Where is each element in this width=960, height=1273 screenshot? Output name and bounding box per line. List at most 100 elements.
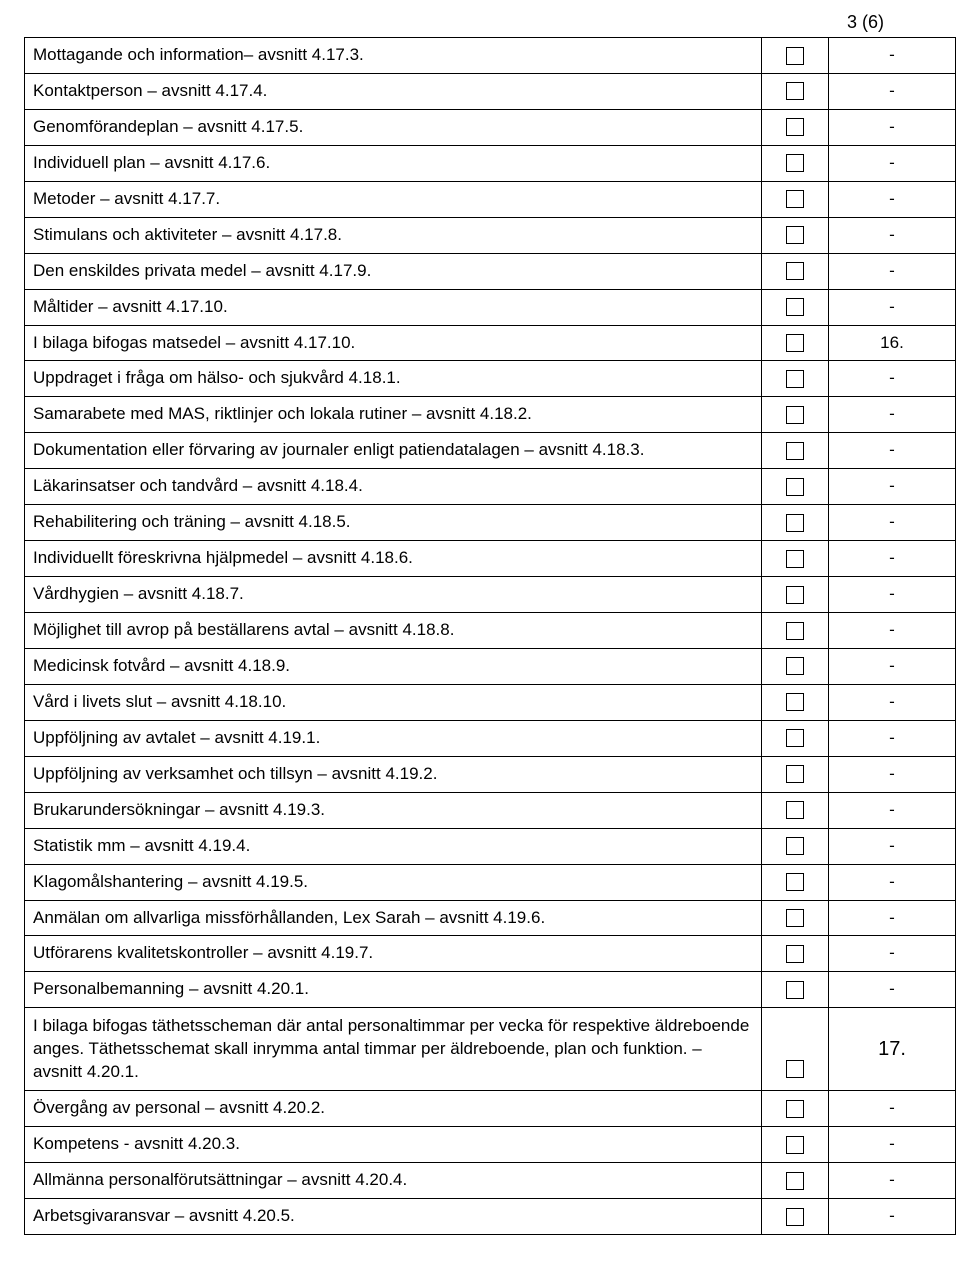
table-row: Samarabete med MAS, riktlinjer och lokal…	[25, 397, 956, 433]
row-label: Möjlighet till avrop på beställarens avt…	[25, 613, 762, 649]
table-row: Den enskildes privata medel – avsnitt 4.…	[25, 253, 956, 289]
table-row: Statistik mm – avsnitt 4.19.4.-	[25, 828, 956, 864]
row-value: -	[829, 1091, 956, 1127]
table-row: Kompetens - avsnitt 4.20.3.-	[25, 1127, 956, 1163]
checkbox-icon[interactable]	[786, 82, 804, 100]
row-value: -	[829, 684, 956, 720]
row-label: Individuellt föreskrivna hjälpmedel – av…	[25, 541, 762, 577]
row-label: Den enskildes privata medel – avsnitt 4.…	[25, 253, 762, 289]
table-row: Måltider – avsnitt 4.17.10. -	[25, 289, 956, 325]
checkbox-icon[interactable]	[786, 298, 804, 316]
page-number: 3 (6)	[24, 12, 936, 33]
row-checkbox-cell	[762, 828, 829, 864]
checkbox-icon[interactable]	[786, 1060, 804, 1078]
row-label: Vårdhygien – avsnitt 4.18.7.	[25, 577, 762, 613]
checkbox-icon[interactable]	[786, 154, 804, 172]
table-row: Uppföljning av avtalet – avsnitt 4.19.1.…	[25, 720, 956, 756]
checkbox-icon[interactable]	[786, 478, 804, 496]
form-table: Mottagande och information– avsnitt 4.17…	[24, 37, 956, 1235]
row-checkbox-cell	[762, 541, 829, 577]
table-row: Stimulans och aktiviteter – avsnitt 4.17…	[25, 217, 956, 253]
row-checkbox-cell	[762, 792, 829, 828]
row-value: -	[829, 109, 956, 145]
row-value: -	[829, 397, 956, 433]
row-checkbox-cell	[762, 1127, 829, 1163]
row-checkbox-cell	[762, 217, 829, 253]
checkbox-icon[interactable]	[786, 801, 804, 819]
checkbox-icon[interactable]	[786, 693, 804, 711]
row-label: Vård i livets slut – avsnitt 4.18.10.	[25, 684, 762, 720]
row-label: Mottagande och information– avsnitt 4.17…	[25, 38, 762, 74]
table-row: Övergång av personal – avsnitt 4.20.2. -	[25, 1091, 956, 1127]
row-value: -	[829, 361, 956, 397]
row-value: -	[829, 613, 956, 649]
checkbox-icon[interactable]	[786, 47, 804, 65]
row-checkbox-cell	[762, 756, 829, 792]
row-value: -	[829, 145, 956, 181]
row-label: Måltider – avsnitt 4.17.10.	[25, 289, 762, 325]
checkbox-icon[interactable]	[786, 1208, 804, 1226]
table-row: Genomförandeplan – avsnitt 4.17.5.-	[25, 109, 956, 145]
checkbox-icon[interactable]	[786, 334, 804, 352]
checkbox-icon[interactable]	[786, 765, 804, 783]
checkbox-icon[interactable]	[786, 226, 804, 244]
row-label: Anmälan om allvarliga missförhållanden, …	[25, 900, 762, 936]
checkbox-icon[interactable]	[786, 586, 804, 604]
checkbox-icon[interactable]	[786, 550, 804, 568]
row-value: -	[829, 469, 956, 505]
table-row: Möjlighet till avrop på beställarens avt…	[25, 613, 956, 649]
row-label: Kontaktperson – avsnitt 4.17.4.	[25, 73, 762, 109]
checkbox-icon[interactable]	[786, 981, 804, 999]
row-checkbox-cell	[762, 145, 829, 181]
row-checkbox-cell	[762, 361, 829, 397]
checkbox-icon[interactable]	[786, 442, 804, 460]
table-row: Utförarens kvalitetskontroller – avsnitt…	[25, 936, 956, 972]
row-checkbox-cell	[762, 936, 829, 972]
table-row: Rehabilitering och träning – avsnitt 4.1…	[25, 505, 956, 541]
row-checkbox-cell	[762, 397, 829, 433]
checkbox-icon[interactable]	[786, 1136, 804, 1154]
checkbox-icon[interactable]	[786, 729, 804, 747]
checkbox-icon[interactable]	[786, 657, 804, 675]
row-value: 17.	[829, 1008, 956, 1091]
row-label: Uppföljning av verksamhet och tillsyn – …	[25, 756, 762, 792]
row-checkbox-cell	[762, 433, 829, 469]
table-row: Individuell plan – avsnitt 4.17.6.-	[25, 145, 956, 181]
checkbox-icon[interactable]	[786, 118, 804, 136]
table-row: I bilaga bifogas täthetsscheman där anta…	[25, 1008, 956, 1091]
table-row: Mottagande och information– avsnitt 4.17…	[25, 38, 956, 74]
table-row: Kontaktperson – avsnitt 4.17.4. -	[25, 73, 956, 109]
row-value: -	[829, 720, 956, 756]
table-row: Metoder – avsnitt 4.17.7.-	[25, 181, 956, 217]
row-value: -	[829, 1199, 956, 1235]
row-value: -	[829, 756, 956, 792]
row-value: -	[829, 73, 956, 109]
checkbox-icon[interactable]	[786, 1100, 804, 1118]
row-label: Övergång av personal – avsnitt 4.20.2.	[25, 1091, 762, 1127]
checkbox-icon[interactable]	[786, 370, 804, 388]
row-label: Stimulans och aktiviteter – avsnitt 4.17…	[25, 217, 762, 253]
checkbox-icon[interactable]	[786, 1172, 804, 1190]
row-checkbox-cell	[762, 505, 829, 541]
checkbox-icon[interactable]	[786, 190, 804, 208]
checkbox-icon[interactable]	[786, 909, 804, 927]
row-value: -	[829, 541, 956, 577]
row-checkbox-cell	[762, 648, 829, 684]
row-checkbox-cell	[762, 325, 829, 361]
row-value: -	[829, 900, 956, 936]
row-label: Medicinsk fotvård – avsnitt 4.18.9.	[25, 648, 762, 684]
table-row: I bilaga bifogas matsedel – avsnitt 4.17…	[25, 325, 956, 361]
checkbox-icon[interactable]	[786, 622, 804, 640]
row-label: Läkarinsatser och tandvård – avsnitt 4.1…	[25, 469, 762, 505]
checkbox-icon[interactable]	[786, 406, 804, 424]
checkbox-icon[interactable]	[786, 514, 804, 532]
table-row: Brukarundersökningar – avsnitt 4.19.3.-	[25, 792, 956, 828]
table-row: Medicinsk fotvård – avsnitt 4.18.9.-	[25, 648, 956, 684]
checkbox-icon[interactable]	[786, 945, 804, 963]
checkbox-icon[interactable]	[786, 873, 804, 891]
row-label: Samarabete med MAS, riktlinjer och lokal…	[25, 397, 762, 433]
row-value: -	[829, 289, 956, 325]
checkbox-icon[interactable]	[786, 837, 804, 855]
row-label: Kompetens - avsnitt 4.20.3.	[25, 1127, 762, 1163]
checkbox-icon[interactable]	[786, 262, 804, 280]
